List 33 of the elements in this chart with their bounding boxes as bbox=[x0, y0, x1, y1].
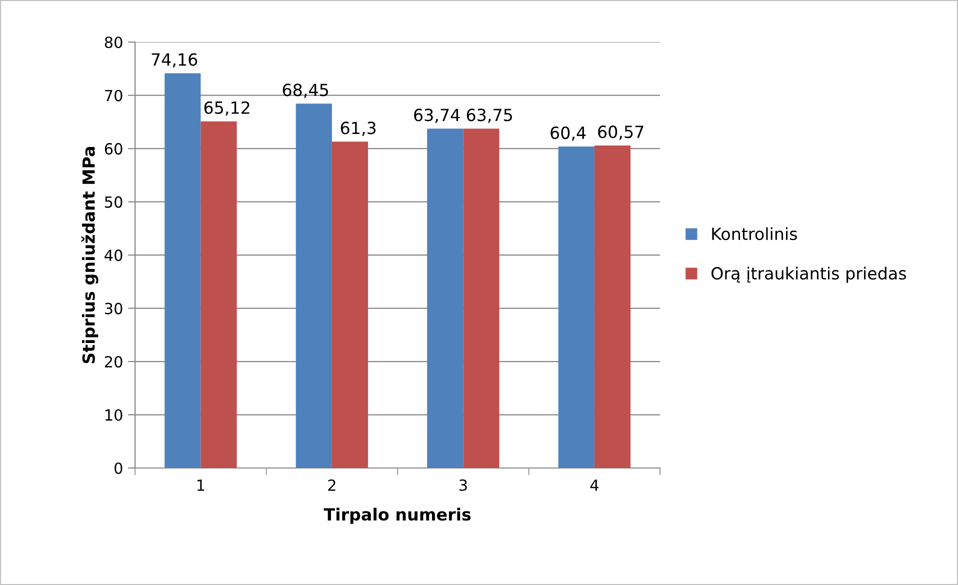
bar bbox=[164, 73, 201, 468]
legend-label: Kontrolinis bbox=[712, 227, 797, 240]
bar bbox=[296, 104, 332, 468]
bar bbox=[332, 142, 368, 468]
bar bbox=[463, 128, 500, 468]
y-tick-label: 20 bbox=[104, 356, 122, 368]
legend-label: Orą įtraukiantis priedas bbox=[711, 266, 906, 283]
data-label: 61,3 bbox=[340, 122, 376, 136]
bar bbox=[200, 121, 237, 468]
y-tick-label: 40 bbox=[104, 250, 122, 262]
data-label: 68,45 bbox=[282, 84, 328, 98]
y-tick-label: 70 bbox=[105, 90, 122, 102]
y-tick-label: 0 bbox=[114, 462, 122, 474]
x-tick-label: 2 bbox=[328, 479, 336, 491]
data-label: 74,16 bbox=[152, 53, 198, 68]
y-axis-title: Stiprius gniuždant MPa bbox=[81, 147, 98, 364]
x-tick-label: 1 bbox=[198, 480, 204, 491]
x-tick-label: 4 bbox=[590, 480, 598, 491]
y-tick-label: 30 bbox=[104, 302, 122, 314]
y-tick-label: 10 bbox=[106, 409, 122, 421]
bar bbox=[427, 128, 464, 468]
y-tick-label: 50 bbox=[105, 196, 122, 208]
x-axis-title: Tirpalo numeris bbox=[324, 508, 471, 524]
data-label: 65,12 bbox=[204, 101, 250, 116]
y-tick-label: 80 bbox=[104, 36, 122, 48]
data-label: 60,57 bbox=[598, 126, 644, 140]
x-tick-label: 3 bbox=[460, 479, 467, 491]
bar bbox=[594, 146, 631, 468]
y-tick-label: 60 bbox=[104, 143, 122, 155]
data-label: 63,74 bbox=[414, 108, 460, 123]
bar bbox=[558, 146, 594, 468]
data-label: 63,75 bbox=[466, 108, 512, 123]
data-label: 60,4 bbox=[550, 126, 586, 141]
